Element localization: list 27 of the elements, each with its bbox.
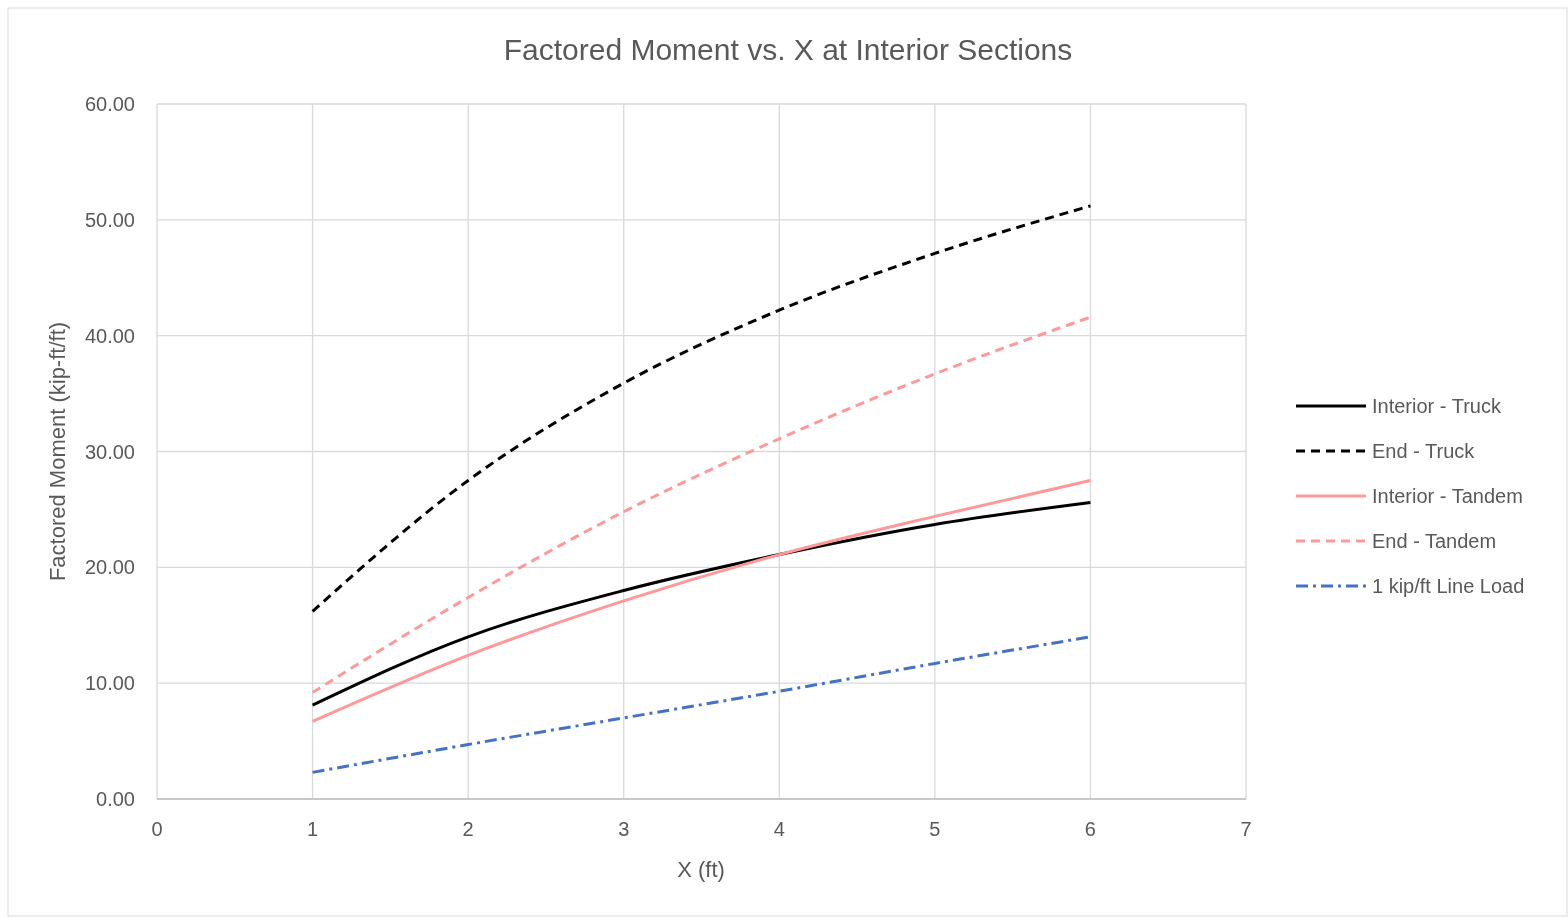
x-tick-label: 2 (462, 818, 474, 840)
x-tick-label: 3 (618, 818, 630, 840)
line-series (311, 204, 1092, 613)
x-axis-title: X (ft) (677, 857, 725, 882)
legend-label: End - Truck (1372, 440, 1476, 462)
y-tick-label: 60.00 (84, 93, 135, 115)
y-axis-title: Factored Moment (kip-ft/ft) (45, 321, 70, 582)
line-series (311, 315, 1092, 694)
chart-title: Factored Moment vs. X at Interior Sections (503, 33, 1073, 66)
y-tick-label: 40.00 (84, 324, 135, 347)
line-series (311, 500, 1092, 707)
y-tick-label: 50.00 (84, 208, 135, 231)
legend-label: End - Tandem (1372, 530, 1497, 552)
legend-label: Interior - Truck (1372, 395, 1502, 417)
x-tick-label: 0 (151, 818, 163, 840)
y-tick-label: 30.00 (84, 440, 135, 463)
x-tick-label: 4 (773, 818, 785, 840)
line-series (311, 478, 1092, 723)
y-tick-label: 0.00 (96, 788, 135, 810)
y-tick-label: 20.00 (84, 556, 135, 579)
x-tick-label: 5 (929, 818, 941, 840)
x-tick-label: 1 (307, 818, 319, 840)
x-tick-label: 7 (1240, 818, 1252, 840)
x-tick-label: 6 (1084, 818, 1096, 840)
y-tick-label: 10.00 (84, 672, 135, 695)
legend-label: Interior - Tandem (1372, 485, 1523, 507)
legend-label: 1 kip/ft Line Load (1372, 575, 1525, 597)
